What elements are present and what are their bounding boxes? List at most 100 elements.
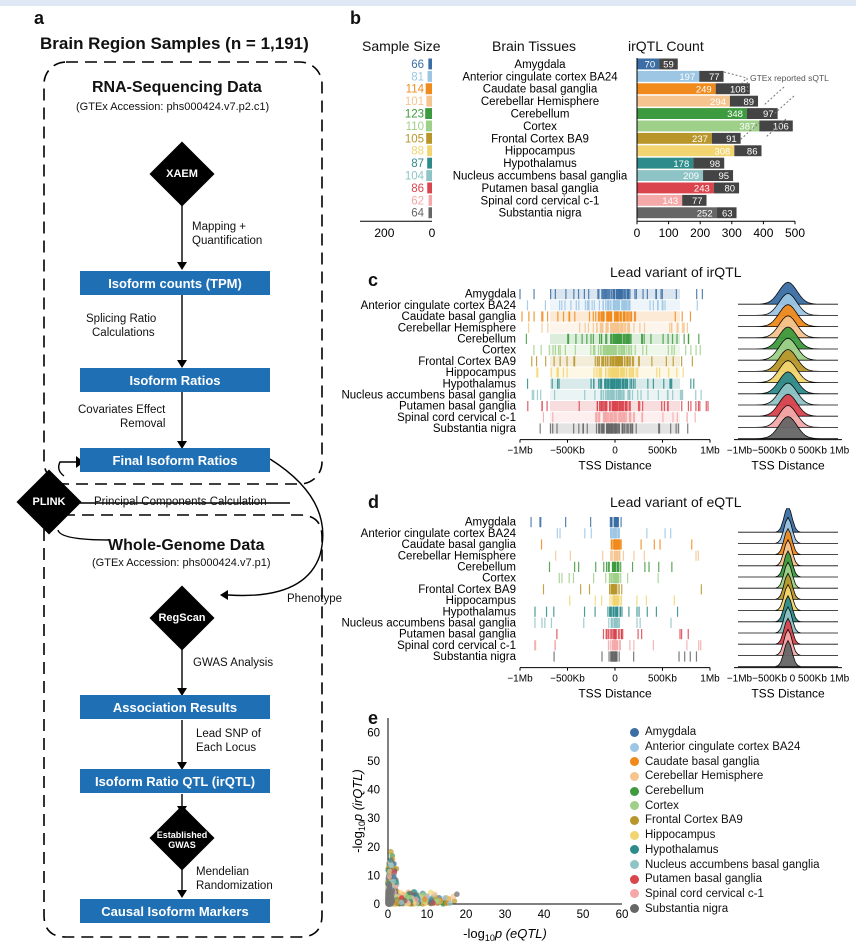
right-tick: 200: [690, 226, 710, 240]
tissue-row-label: Hippocampus: [446, 595, 517, 607]
density-xlabel: TSS Distance: [751, 687, 825, 700]
sample-size-value: 104: [405, 171, 425, 183]
quantification-label: Quantification: [192, 235, 263, 247]
irqtl-gtex-value: 108: [730, 84, 746, 95]
e-y-tick: 30: [367, 813, 380, 825]
irqtl-novel-value: 197: [679, 72, 695, 83]
irqtl-gtex-bar: [713, 182, 740, 194]
irqtl-novel-value: 143: [662, 196, 678, 207]
tissue-row-label: Cerebellar Hemisphere: [398, 322, 516, 334]
e-point: [388, 857, 394, 863]
e-point: [454, 891, 460, 897]
left-tick: 0: [429, 226, 436, 240]
legend-swatch: [630, 830, 639, 840]
tissue-row-label: Putamen basal ganglia: [399, 401, 517, 413]
tissue-row-label: Anterior cingulate cortex BA24: [361, 300, 517, 312]
sample-size-bar: [426, 170, 432, 181]
annotation-leader: [740, 77, 748, 85]
tissue-label: Frontal Cortex BA9: [491, 133, 589, 145]
e-point: [446, 900, 453, 907]
tissue-label: Amygdala: [514, 59, 566, 71]
e-point: [420, 891, 427, 897]
wgs-dashed-box: [43, 514, 323, 938]
irqtl-novel-value: 252: [697, 208, 713, 219]
annotation-leader: [763, 86, 785, 106]
irqtl-novel-value: 249: [696, 84, 712, 95]
legend-swatch: [630, 801, 639, 811]
tissue-row-label: Cerebellum: [457, 334, 516, 346]
mendelian-label-2: Randomization: [196, 880, 273, 892]
e-y-tick: 0: [374, 899, 380, 911]
irqtl-gtex-value: 86: [747, 146, 758, 157]
density-xlabel: TSS Distance: [751, 459, 825, 470]
tissue-row-label: Amygdala: [465, 289, 517, 301]
legend-item: Caudate basal ganglia: [630, 754, 820, 769]
legend-label: Cerebellar Hemisphere: [645, 770, 764, 783]
irqtl-gtex-bar: [682, 194, 707, 206]
covariates-label-1: Covariates Effect: [78, 404, 166, 416]
irqtl-novel-bar: [637, 145, 735, 157]
tissue-row-label: Spinal cord cervical c-1: [397, 412, 516, 424]
legend-label: Cortex: [645, 799, 679, 812]
e-ylabel: -log10p (irQTL): [350, 769, 367, 853]
irqtl-novel-bar: [637, 120, 760, 132]
legend-item: Cerebellar Hemisphere: [630, 769, 820, 784]
left-tick: 200: [374, 226, 394, 240]
tissue-row-label: Hippocampus: [446, 367, 517, 379]
tissue-label: Cerebellum: [511, 109, 570, 121]
legend-label: Amygdala: [645, 726, 697, 739]
irqtl-novel-bar: [637, 83, 716, 95]
irqtl-novel-value: 294: [710, 97, 726, 108]
irqtl-gtex-bar: [729, 95, 759, 107]
panel-e-legend: Amygdala Anterior cingulate cortex BA24 Ca…: [630, 725, 820, 916]
irqtl-gtex-value: 95: [718, 171, 729, 182]
panel-a-label: a: [34, 8, 45, 28]
tissue-row-label: Caudate basal ganglia: [402, 539, 517, 551]
legend-label: Cerebellum: [645, 785, 704, 798]
top-bar: [0, 0, 856, 6]
legend-label: Hippocampus: [645, 829, 716, 842]
tissue-label: Putamen basal ganglia: [482, 183, 600, 195]
irqtl-novel-value: 308: [714, 146, 730, 157]
covariates-label-2: Removal: [120, 418, 166, 430]
irqtl-novel-bar: [637, 207, 717, 219]
tissue-row-label: Anterior cingulate cortex BA24: [361, 528, 517, 540]
right-tick: 100: [659, 226, 679, 240]
sample-size-bar: [427, 157, 432, 169]
sample-size-value: 81: [411, 71, 424, 83]
right-tick: 300: [722, 226, 742, 240]
strip-tick-label: −500Kb: [550, 446, 585, 457]
legend-swatch: [630, 786, 639, 796]
irqtl-gtex-value: 77: [709, 72, 720, 83]
e-y-tick: 60: [367, 727, 380, 739]
panel-b-chart: 66 Amygdala 70 59 81 Anterior cingulate corte…: [360, 58, 829, 240]
irqtl-novel-bar: [637, 95, 730, 107]
irqtl-novel-bar: [637, 194, 683, 206]
sample-size-value: 123: [405, 109, 424, 121]
e-y-tick: 10: [367, 870, 380, 882]
sample-size-value: 64: [411, 208, 424, 220]
rna-dashed-box: [43, 61, 323, 485]
irqtl-count-header: irQTL Count: [628, 38, 704, 54]
irqtl-gtex-value: 98: [710, 159, 721, 170]
strip-tick-label: −500Kb: [550, 674, 585, 685]
legend-swatch: [630, 771, 639, 781]
tissue-label: Nucleus accumbens basal ganglia: [453, 171, 628, 183]
strip-tick-label: 0: [612, 674, 618, 685]
e-y-tick: 50: [367, 756, 380, 768]
irqtl-gtex-value: 63: [722, 208, 733, 219]
e-x-tick: 30: [499, 909, 512, 921]
irqtl-gtex-value: 91: [726, 134, 737, 145]
e-point: [432, 891, 438, 898]
irqtl-gtex-value: 59: [663, 60, 674, 71]
legend-item: Amygdala: [630, 725, 820, 740]
legend-item: Cerebellum: [630, 784, 820, 799]
sample-size-value: 87: [411, 158, 424, 170]
sample-size-bar: [428, 58, 432, 70]
legend-swatch: [630, 757, 639, 767]
legend-label: Frontal Cortex BA9: [645, 814, 743, 827]
density-tick-labels: −1Mb−500Kb 0 500Kb 1Mb: [727, 446, 850, 457]
legend-swatch: [630, 874, 639, 884]
e-point: [386, 897, 392, 904]
e-point: [445, 895, 452, 902]
